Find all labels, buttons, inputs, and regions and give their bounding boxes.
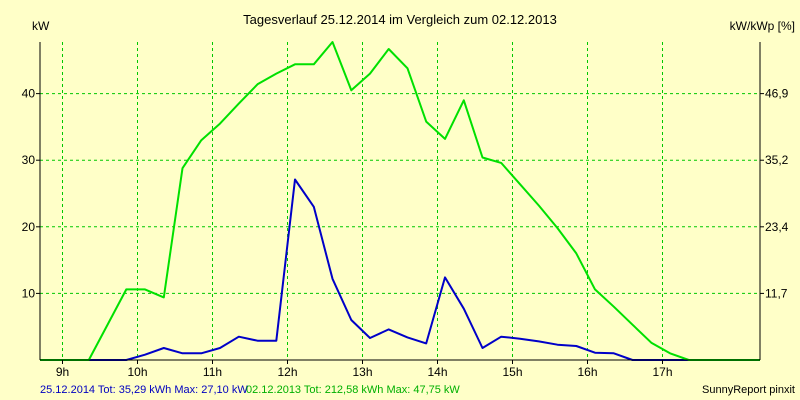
x-tick-label: 12h [277,365,297,379]
left-axis-unit: kW [32,19,50,33]
grid-layer [40,42,760,360]
footer-blue-summary: 25.12.2014 Tot: 35,29 kWh Max: 27,10 kW [40,384,248,396]
right-tick-label: 46,9 [765,87,789,101]
tick-layer: 9h 10h 11h 12h 13h 14h 15h 16h 17h 10 20 30 40 11,7 23… [22,87,789,379]
x-tick-label: 16h [577,365,597,379]
x-tick-label: 11h [203,365,222,379]
right-tick-label: 35,2 [765,153,789,167]
left-tick-label: 30 [22,153,36,167]
left-tick-label: 10 [22,286,36,300]
footer-credit: SunnyReport pinxit [702,384,795,396]
x-tick-label: 10h [127,365,147,379]
series-line-blue [40,178,760,361]
left-tick-label: 40 [22,87,36,101]
series-layer [40,41,760,361]
right-tick-label: 23,4 [765,220,789,234]
right-axis-unit: kW/kWp [%] [730,19,795,33]
x-tick-label: 13h [352,365,372,379]
x-tick-label: 15h [502,365,522,379]
x-tick-label: 14h [427,365,447,379]
footer-green-summary: 02.12.2013 Tot: 212,58 kWh Max: 47,75 kW [246,384,460,396]
right-tick-label: 11,7 [765,286,788,300]
series-line-green [40,41,760,361]
left-tick-label: 20 [22,220,36,234]
x-tick-label: 9h [56,365,69,379]
chart-title: Tagesverlauf 25.12.2014 im Vergleich zum… [243,12,557,27]
x-tick-label: 17h [652,365,672,379]
